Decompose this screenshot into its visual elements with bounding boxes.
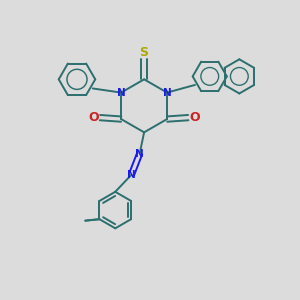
Text: O: O xyxy=(190,111,200,124)
Text: S: S xyxy=(140,46,148,59)
Text: N: N xyxy=(117,88,125,98)
Text: N: N xyxy=(127,170,136,180)
Text: N: N xyxy=(163,88,171,98)
Text: N: N xyxy=(135,148,144,158)
Text: O: O xyxy=(88,111,98,124)
